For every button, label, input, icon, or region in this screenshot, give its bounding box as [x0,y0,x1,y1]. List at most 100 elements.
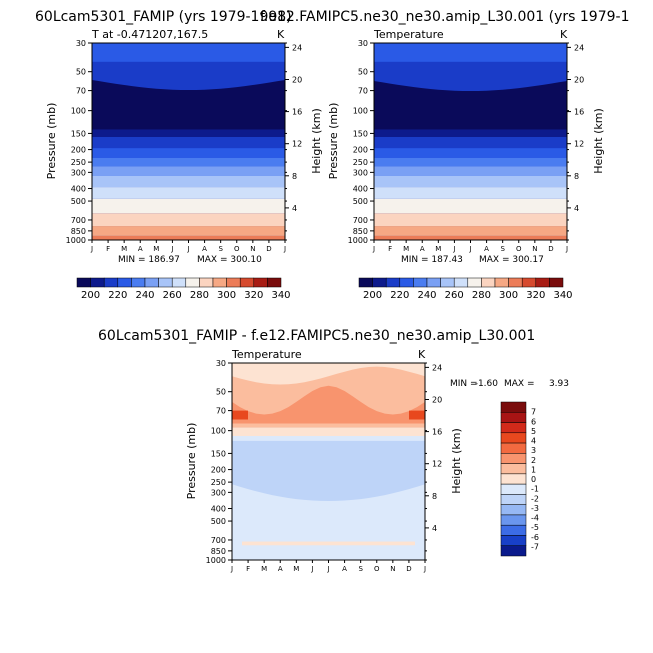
right-x-tick-label: J [468,245,471,253]
diff-colorbar-swatch [500,401,527,413]
right-colorbar-label: 280 [472,290,491,301]
heatmap-band [374,166,567,176]
left-panel-min-label: MIN = 186.97 [118,255,180,265]
right-colorbar-swatch [358,277,373,288]
heatmap-band [92,166,285,176]
diff-panel-title: 60Lcam5301_FAMIP - f.e12.FAMIPC5.ne30_ne… [98,328,535,344]
heatmap-band [374,198,567,214]
right-y-tick-label: 250 [353,158,368,167]
left-x-tick-label: O [234,245,240,253]
diff-panel-min-value: -1.60 [475,379,499,389]
right-y-right-tick-label: 16 [574,108,584,117]
left-x-tick-label: S [218,245,223,253]
diff-colorbar-label: -3 [531,504,539,513]
right-panel-units: K [560,28,568,41]
heatmap-band [374,148,567,158]
left-y-right-tick-label: 4 [292,204,297,213]
diff-colorbar-swatch [500,494,527,505]
diff-colorbar-swatch [500,524,527,536]
left-y-tick-label: 30 [76,39,86,48]
right-x-tick-label: J [372,245,375,253]
diff-y-tick-label: 150 [211,449,226,458]
right-y-tick-label: 200 [353,146,368,155]
left-colorbar-swatch [144,277,159,288]
diff-x-tick-label: J [230,565,233,573]
diff-x-tick-label: N [390,565,395,573]
left-colorbar-label: 280 [190,290,209,301]
left-x-tick-label: N [250,245,255,253]
diff-colorbar-swatch [500,463,527,475]
heatmap-band [374,61,567,81]
right-panel-fill [374,43,567,240]
diff-y-tick-label: 100 [211,427,226,436]
diff-band [232,427,425,436]
right-colorbar-swatch [521,277,537,288]
left-y-tick-label: 400 [71,185,86,194]
heatmap-band [92,235,285,240]
diff-x-tick-label: J [423,565,426,573]
left-y-tick-label: 70 [76,87,86,96]
right-x-tick-label: M [403,245,409,253]
diff-colorbar-swatch [500,483,527,495]
left-y-right-tick-label: 24 [292,43,302,52]
left-colorbar-swatch [171,277,187,288]
right-colorbar-label: 300 [499,290,518,301]
left-x-tick-label: M [153,245,159,253]
diff-panel-units: K [418,348,426,361]
left-y-tick-label: 250 [71,158,86,167]
heatmap-band [92,61,285,81]
diff-colorbar-swatch [500,432,527,444]
right-panel-title: f.e12.FAMIPC5.ne30_ne30.amip_L30.001 (yr… [260,9,629,25]
left-y-tick-label: 200 [71,146,86,155]
left-panel-colorbar: 200 220 240 260 280 300 320 340 [76,277,291,301]
diff-colorbar-swatch [500,473,527,485]
diff-y-tick-label: 250 [211,478,226,487]
heatmap-band [374,157,567,167]
left-y-tick-label: 100 [71,107,86,116]
right-colorbar-swatch [549,277,564,288]
diff-colorbar-label: -2 [531,494,539,503]
diff-y-tick-label: 300 [211,488,226,497]
left-x-tick-label: F [106,245,110,253]
diff-colorbar-label: 7 [531,408,536,417]
right-y-tick-label: 70 [358,87,368,96]
diff-panel-max-label: MAX = [504,379,535,389]
diff-colorbar-label: 0 [531,475,536,484]
diff-y-tick-label: 70 [216,407,226,416]
right-y-right-tick-label: 20 [574,75,584,84]
diff-x-tick-label: M [293,565,299,573]
left-y-tick-label: 500 [71,197,86,206]
diff-band [409,410,425,420]
diff-x-tick-label: M [261,565,267,573]
left-colorbar-swatch [199,277,214,288]
diff-y-right-tick-label: 16 [432,428,442,437]
right-x-tick-label: N [532,245,537,253]
left-y-right-tick-label: 12 [292,140,302,149]
right-y-tick-label: 500 [353,197,368,206]
diff-panel-min-label: MIN = [450,379,478,389]
right-colorbar-swatch [399,277,414,288]
right-colorbar-label: 240 [417,290,436,301]
diff-colorbar-swatch [500,504,527,516]
right-x-tick-label: A [420,245,425,253]
left-y-tick-label: 700 [71,216,86,225]
left-colorbar-swatch [158,277,173,288]
right-y-tick-label: 300 [353,168,368,177]
heatmap-band [92,129,285,138]
diff-panel-fill [232,363,425,560]
diff-colorbar-label: -4 [531,514,539,523]
left-colorbar-swatch [185,277,200,288]
left-colorbar-swatch [239,277,255,288]
heatmap-band [92,226,285,236]
left-x-tick-label: J [283,245,286,253]
right-colorbar-swatch [385,277,401,288]
diff-band [232,410,248,420]
right-panel-colorbar: 200 220 240 260 280 300 320 340 [358,277,573,301]
left-panel-fill [92,43,285,240]
right-y-tick-label: 30 [358,39,368,48]
diff-colorbar-swatch [500,422,527,434]
left-colorbar-swatch [117,277,132,288]
heatmap-band [92,148,285,158]
